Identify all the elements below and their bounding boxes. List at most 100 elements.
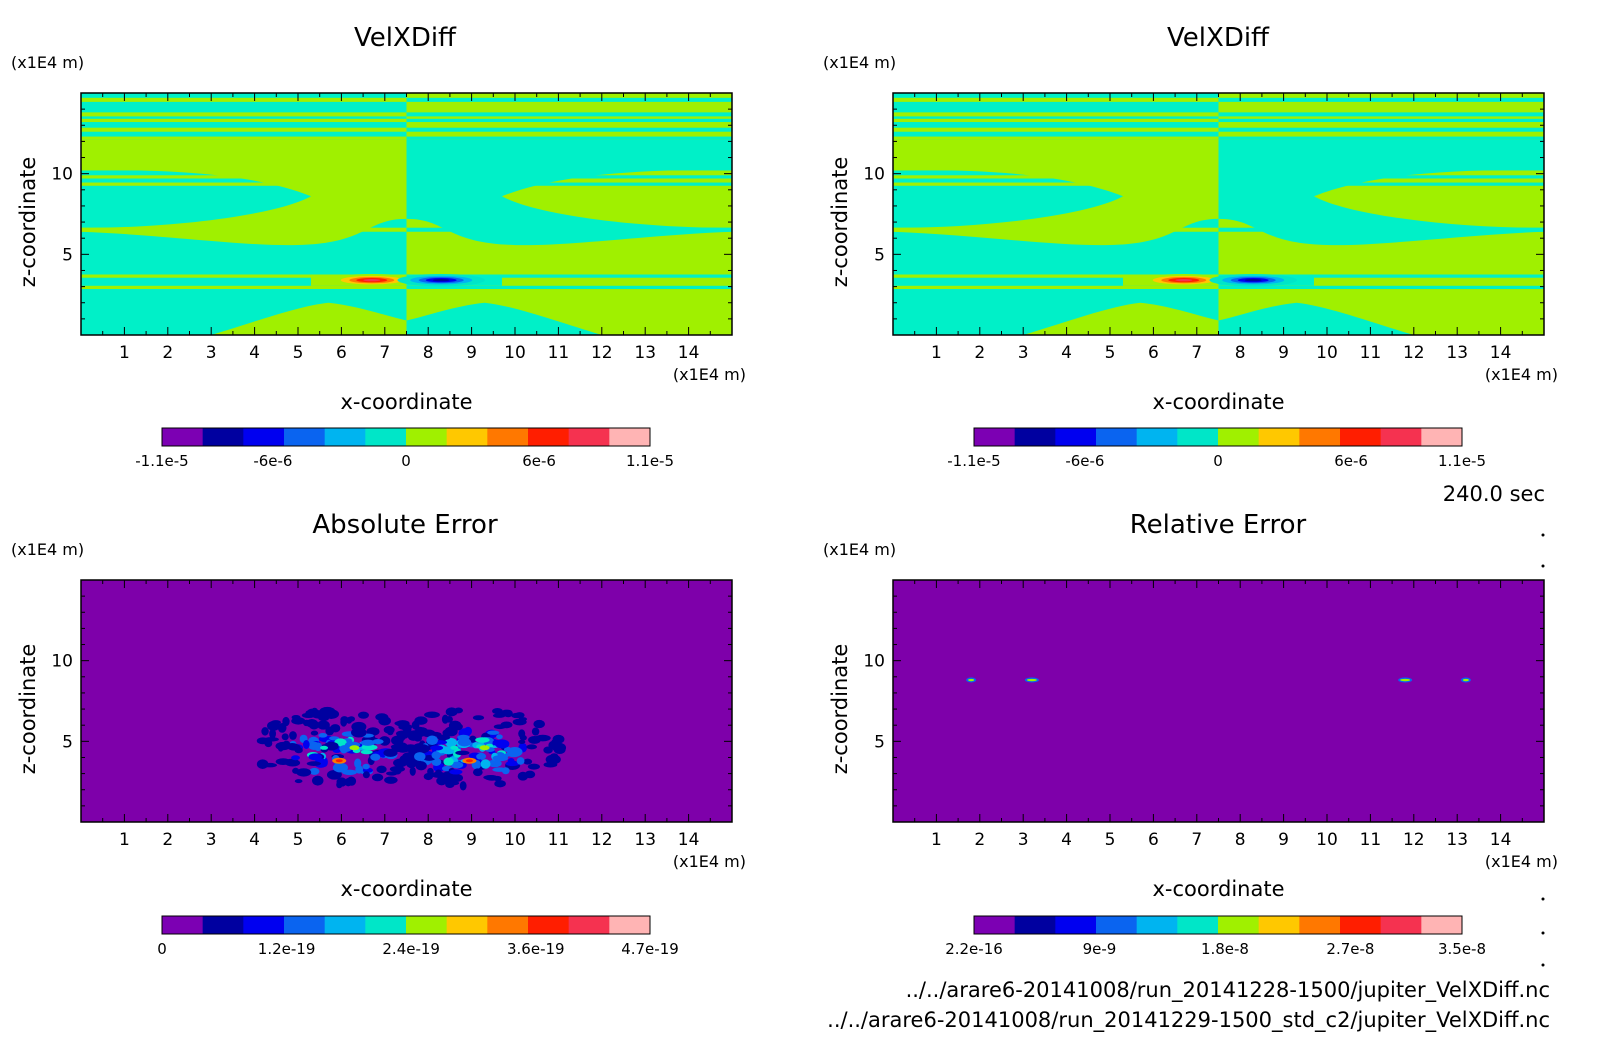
noise-1-79 (518, 739, 526, 744)
noise-0-170 (308, 753, 322, 761)
heatmap-field (81, 580, 732, 822)
noise-0-187 (346, 776, 357, 786)
colorbar-cell (528, 428, 570, 446)
noise-1-208 (531, 727, 540, 736)
colorbar: -1.1e-5 -6e-6 0 6e-6 1.1e-5 (947, 427, 1486, 470)
colorbar-cell (1055, 916, 1097, 934)
band-left-3 (893, 127, 1219, 132)
y-tick-label: 5 (62, 245, 73, 265)
noise-0-188 (332, 762, 349, 773)
hotspot-d-1 (450, 745, 459, 750)
noise-1-132 (421, 729, 436, 738)
noise-0-233 (362, 763, 370, 770)
noise-0-37 (309, 767, 320, 775)
colorbar-cell (243, 916, 285, 934)
noise-1-172 (527, 763, 540, 770)
noise-1-252 (517, 771, 529, 781)
extremum-pos-4 (363, 278, 381, 282)
noise-1-255 (472, 768, 483, 777)
x-tick-label: 11 (1360, 343, 1382, 363)
y-axis-label: z-coordinate (828, 157, 852, 288)
x-tick-label: 3 (1018, 830, 1029, 850)
noise-0-204 (370, 753, 381, 761)
x-tick-label: 7 (379, 343, 390, 363)
panel-title: VelXDiff (1167, 23, 1270, 53)
noise-1-212 (516, 757, 525, 765)
noise-1-121 (464, 726, 472, 736)
noise-0-234 (291, 755, 300, 761)
band-left-7 (81, 182, 407, 186)
noise-1-43 (459, 781, 467, 791)
colorbar-tick-label: 0 (157, 940, 167, 958)
noise-0-259 (383, 725, 395, 734)
colorbar: -1.1e-5 -6e-6 0 6e-6 1.1e-5 (135, 427, 674, 470)
noise-0-121 (314, 742, 323, 752)
colorbar-tick-label: 6e-6 (1334, 452, 1368, 470)
heatmap-field (893, 93, 1544, 335)
noise-1-174 (450, 761, 464, 769)
colorbar-cell (1258, 428, 1300, 446)
x-tick-label: 10 (1316, 830, 1338, 850)
x-tick-label: 14 (1490, 830, 1512, 850)
colorbar-cell (1421, 428, 1463, 446)
noise-0-197 (409, 766, 416, 776)
colorbar-tick-label: -6e-6 (253, 452, 292, 470)
panel-title: Absolute Error (312, 510, 498, 540)
band-right-2 (1218, 118, 1544, 123)
noise-1-217 (518, 717, 527, 722)
spot-core-2 (1400, 678, 1411, 682)
band-left-4 (893, 136, 1219, 140)
colorbar-tick-label: 1.1e-5 (626, 452, 674, 470)
noise-1-213 (415, 761, 427, 771)
noise-1-206 (493, 724, 506, 730)
colorbar-cell (324, 916, 366, 934)
band-left-10 (893, 285, 1219, 290)
colorbar-cell (406, 428, 448, 446)
noise-0-169 (360, 750, 373, 755)
noise-0-257 (330, 724, 341, 733)
noise-1-210 (406, 730, 423, 740)
colorbar-cell (609, 916, 651, 934)
colorbar-cell (1136, 916, 1178, 934)
noise-1-146 (494, 780, 506, 788)
noise-1-95 (393, 758, 408, 768)
noise-0-209 (318, 733, 328, 738)
x-unit-label: (x1E4 m) (1485, 365, 1558, 384)
x-unit-label: (x1E4 m) (673, 365, 746, 384)
noise-1-151 (472, 715, 485, 721)
band-left-3 (81, 127, 407, 132)
x-tick-label: 1 (931, 830, 942, 850)
x-axis-label: x-coordinate (340, 390, 472, 414)
colorbar-cell (1380, 428, 1422, 446)
colorbar-frame (161, 427, 651, 447)
hotspot-c-0 (349, 745, 360, 751)
extremum-neg-4 (432, 278, 450, 282)
x-tick-label: 11 (548, 343, 570, 363)
lobe-right-lower-inner (406, 302, 602, 335)
noise-0-143 (291, 714, 301, 720)
noise-0-61 (371, 773, 384, 782)
colorbar-cell (974, 916, 1016, 934)
noise-1-244 (443, 757, 454, 766)
x-tick-label: 9 (466, 343, 477, 363)
noise-0-211 (372, 738, 384, 745)
y-tick-label: 5 (62, 732, 73, 752)
time-label: 240.0 sec (1443, 482, 1545, 506)
colorbar-cell (1258, 916, 1300, 934)
noise-1-241 (427, 767, 434, 776)
noise-1-228 (383, 748, 398, 757)
extremum-neg-4 (1244, 278, 1262, 282)
noise-0-146 (376, 765, 387, 774)
field-base (81, 580, 732, 822)
band-left-0 (81, 97, 407, 102)
colorbar-cell (1014, 916, 1056, 934)
noise-1-257 (507, 758, 515, 765)
x-tick-label: 6 (1148, 343, 1159, 363)
x-tick-label: 8 (1235, 343, 1246, 363)
x-tick-label: 8 (1235, 830, 1246, 850)
noise-0-217 (357, 711, 369, 719)
colorbar-cell (1340, 916, 1382, 934)
noise-1-66 (523, 758, 533, 765)
x-axis-label: x-coordinate (1152, 877, 1284, 901)
